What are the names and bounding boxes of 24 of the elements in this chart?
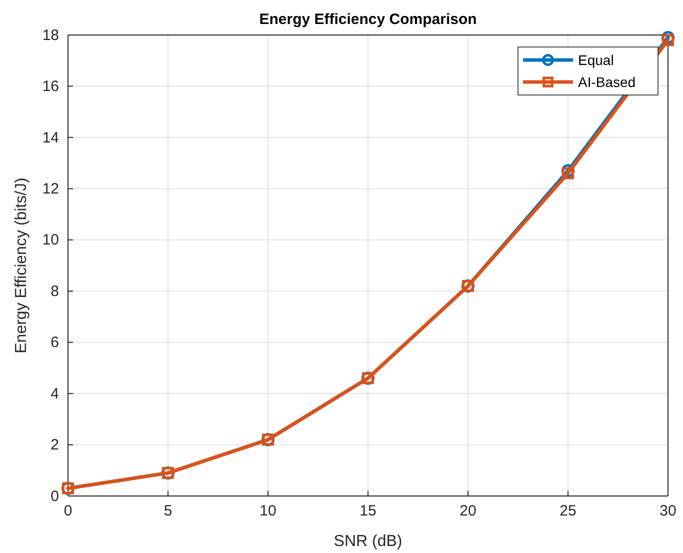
x-tick-label: 20 — [460, 502, 476, 520]
point — [662, 34, 674, 46]
y-tick-label: 16 — [42, 78, 59, 96]
x-tick-label: 30 — [660, 502, 676, 520]
y-tick-label: 8 — [50, 282, 59, 300]
legend-label: AI-Based — [578, 74, 636, 90]
y-tick-label: 14 — [42, 129, 59, 146]
y-tick-label: 12 — [42, 180, 59, 198]
y-tick-label: 4 — [50, 385, 59, 402]
legend-label: Equal — [578, 52, 614, 68]
x-tick-label: 0 — [64, 502, 72, 520]
y-axis-title: Energy Efficiency (bits/J) — [13, 178, 30, 354]
x-tick-label: 25 — [560, 502, 576, 520]
chart-title: Energy Efficiency Comparison — [259, 11, 477, 28]
y-tick-label: 0 — [50, 488, 59, 505]
point — [562, 167, 574, 180]
x-tick-label: 10 — [260, 502, 276, 520]
y-tick-label: 6 — [50, 334, 59, 352]
x-axis-title: SNR (dB) — [334, 533, 402, 550]
y-tick-label: 2 — [50, 436, 59, 454]
y-tick-label: 18 — [42, 26, 59, 44]
y-tick-label: 10 — [42, 232, 59, 249]
x-tick-label: 15 — [360, 502, 376, 520]
x-tick-label: 5 — [164, 502, 172, 520]
